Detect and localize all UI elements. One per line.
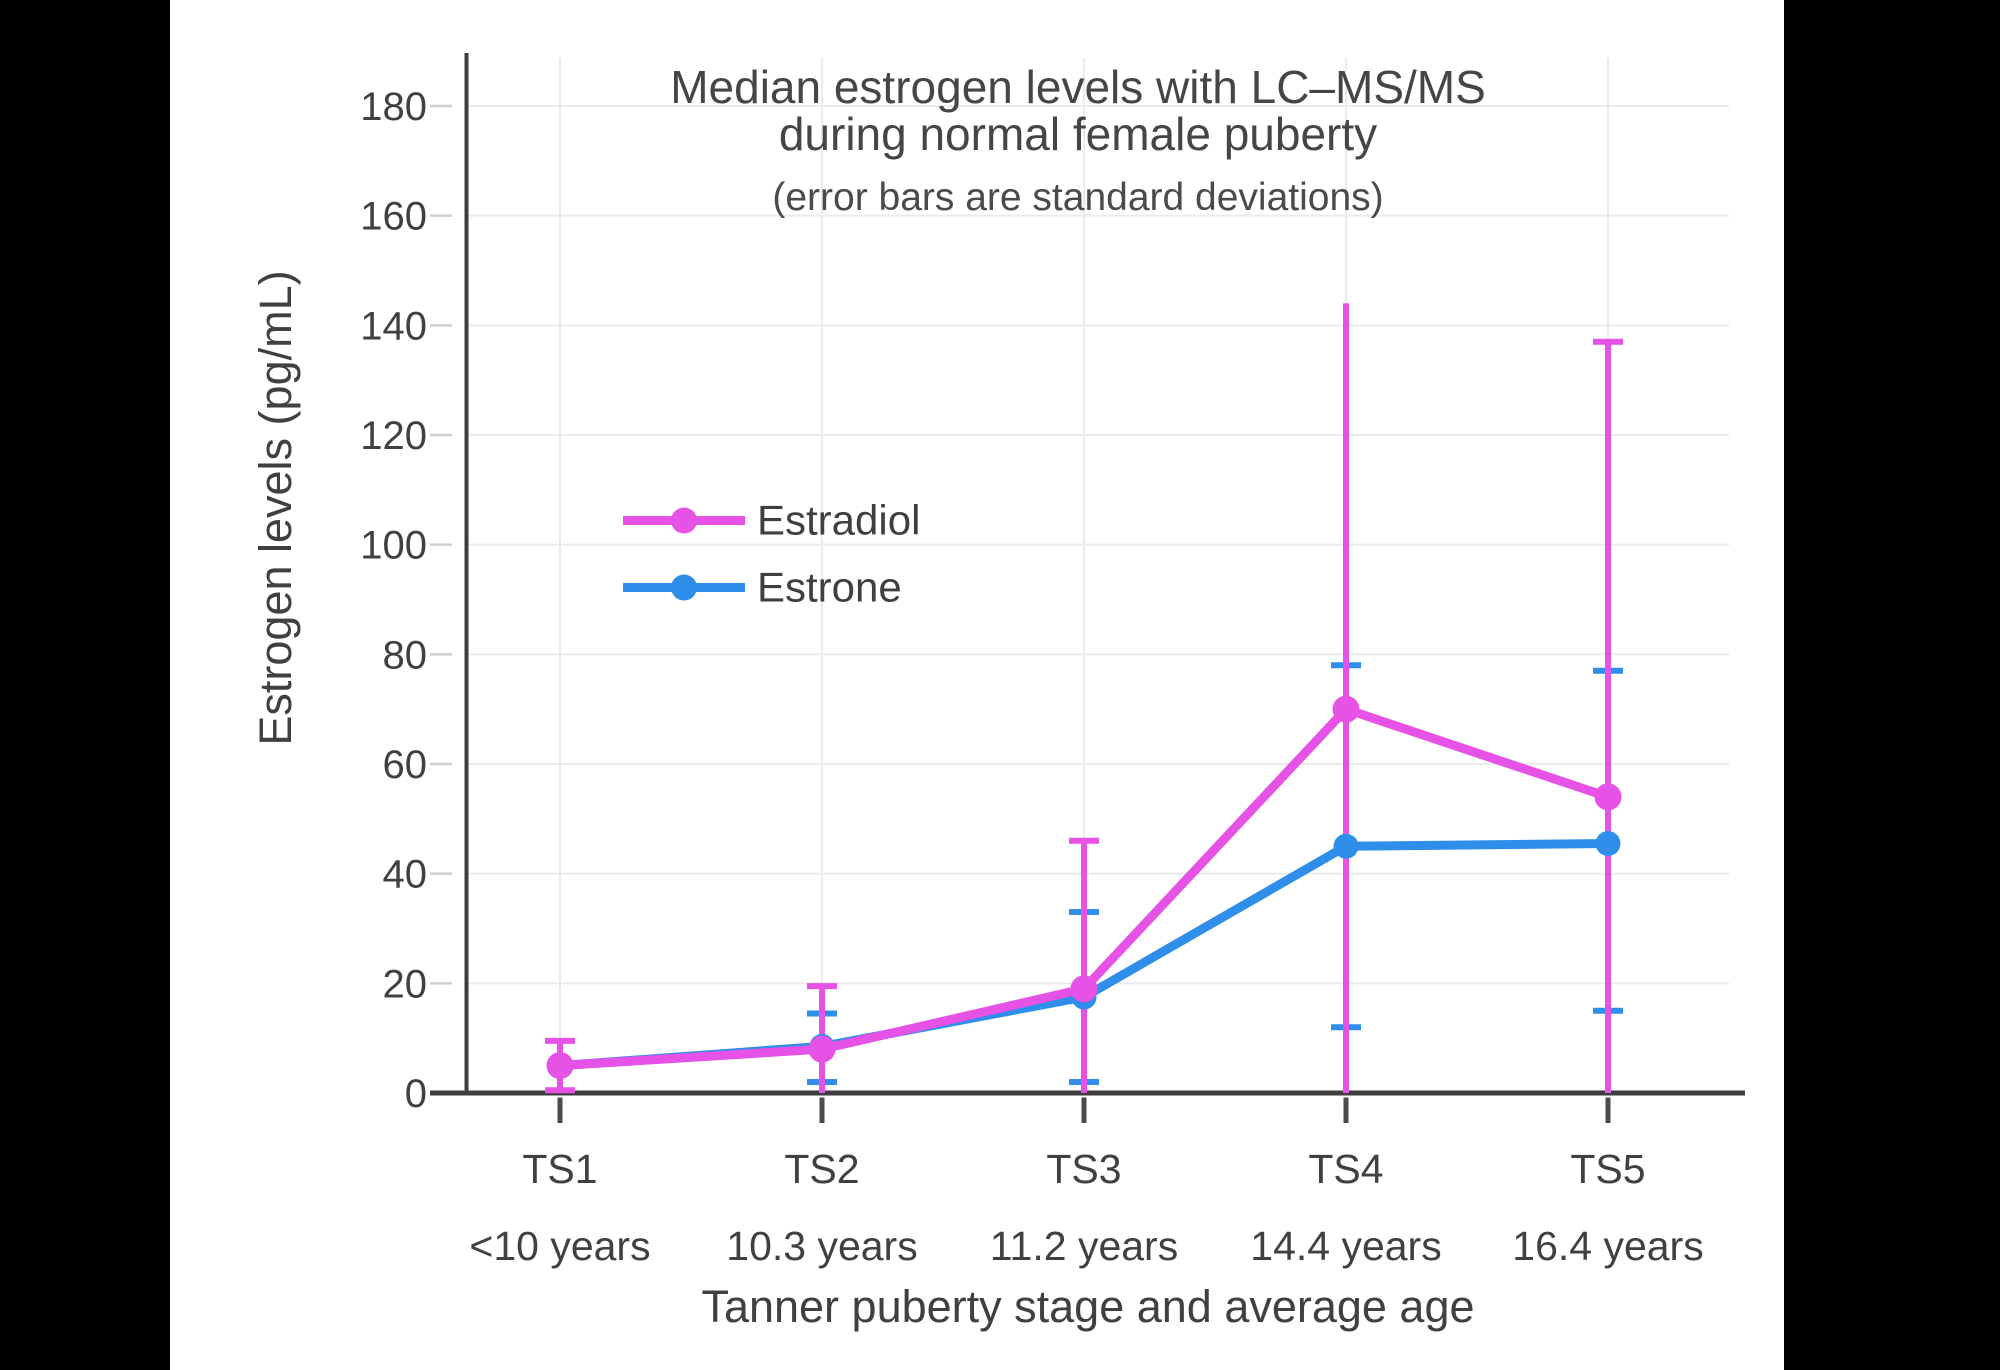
x-tick-label-TS4: TS4 <box>1308 1146 1383 1192</box>
estrone-point-TS5 <box>1595 831 1621 857</box>
right-letterbox <box>1784 0 2000 1370</box>
legend-estrone-marker <box>671 574 697 601</box>
x-age-label-TS3: 11.2 years <box>990 1223 1178 1269</box>
x-tick-label-TS3: TS3 <box>1046 1146 1121 1192</box>
y-tick-label-180: 180 <box>360 85 427 129</box>
x-axis-title: Tanner puberty stage and average age <box>701 1281 1474 1332</box>
y-tick-label-20: 20 <box>383 962 428 1006</box>
chart-title-line1: Median estrogen levels with LC–MS/MS <box>670 61 1486 113</box>
legend-estradiol-marker <box>671 507 697 534</box>
y-tick-label-40: 40 <box>383 853 428 897</box>
legend-label-estrone: Estrone <box>757 564 902 611</box>
y-tick-label-120: 120 <box>360 414 427 458</box>
left-letterbox <box>0 0 170 1370</box>
x-age-label-TS5: 16.4 years <box>1512 1223 1703 1269</box>
chart-subtitle: (error bars are standard deviations) <box>772 176 1383 219</box>
estrogen-line-chart: 0 20 40 60 80 100 120 140 160 180 TS1 <10 years TS2 1… <box>250 53 1745 1332</box>
y-tick-label-60: 60 <box>383 743 428 787</box>
x-tick-label-TS5: TS5 <box>1570 1146 1645 1192</box>
x-tick-label-TS1: TS1 <box>522 1146 597 1192</box>
y-axis-title: Estrogen levels (pg/mL) <box>250 270 301 745</box>
estradiol-point-TS2 <box>808 1035 836 1063</box>
y-tick-label-80: 80 <box>383 633 428 677</box>
estradiol-point-TS3 <box>1070 975 1098 1003</box>
x-age-label-TS4: 14.4 years <box>1250 1223 1441 1269</box>
chart-title-line2: during normal female puberty <box>779 108 1377 160</box>
x-age-label-TS1: <10 years <box>469 1223 650 1269</box>
x-age-label-TS2: 10.3 years <box>726 1223 917 1269</box>
y-tick-label-140: 140 <box>360 304 427 348</box>
estradiol-point-TS5 <box>1594 783 1622 811</box>
estrone-point-TS4 <box>1333 833 1359 859</box>
estradiol-point-TS4 <box>1332 695 1360 723</box>
x-tick-label-TS2: TS2 <box>784 1146 859 1192</box>
legend-label-estradiol: Estradiol <box>757 497 920 544</box>
y-tick-label-160: 160 <box>360 195 427 239</box>
estradiol-point-TS1 <box>546 1052 574 1080</box>
y-tick-label-0: 0 <box>405 1072 427 1116</box>
y-tick-label-100: 100 <box>360 524 427 568</box>
chart-canvas: 0 20 40 60 80 100 120 140 160 180 TS1 <10 years TS2 1… <box>170 0 1784 1370</box>
